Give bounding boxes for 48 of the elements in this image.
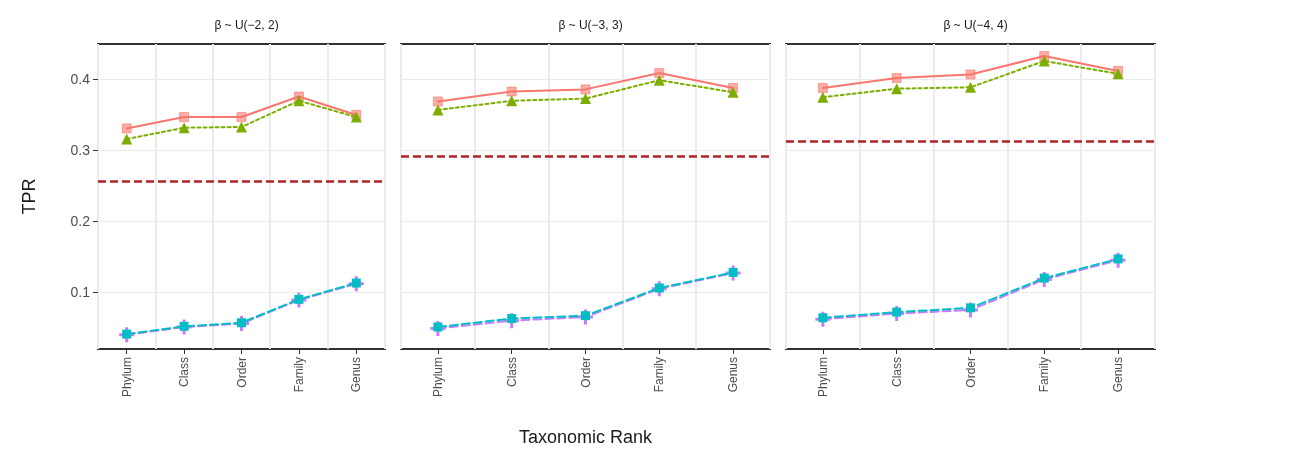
x-tick-label: Phylum bbox=[430, 357, 445, 398]
point bbox=[580, 84, 591, 95]
point bbox=[654, 68, 665, 79]
x-tick-label: Class bbox=[889, 357, 904, 388]
point bbox=[727, 86, 739, 98]
point bbox=[432, 104, 444, 116]
point bbox=[580, 93, 591, 105]
x-tick-label: Genus bbox=[1111, 357, 1126, 393]
y-axis-title: TPR bbox=[19, 178, 39, 215]
point bbox=[121, 123, 132, 134]
x-tick-label: Class bbox=[504, 357, 519, 388]
point bbox=[506, 86, 517, 97]
point bbox=[179, 112, 190, 123]
point bbox=[236, 121, 247, 133]
x-tick-label: Order bbox=[234, 357, 249, 388]
x-tick-label: Family bbox=[652, 357, 667, 393]
point bbox=[1112, 68, 1124, 80]
x-tick-label: Family bbox=[1037, 357, 1052, 393]
point bbox=[965, 81, 976, 93]
point bbox=[432, 96, 443, 107]
point bbox=[293, 95, 305, 107]
x-tick-label: Order bbox=[578, 357, 593, 388]
x-tick-label: Genus bbox=[726, 357, 741, 393]
y-tick-label: 0.1 bbox=[70, 284, 91, 301]
x-tick-label: Genus bbox=[349, 357, 364, 393]
x-tick-label: Phylum bbox=[815, 357, 830, 398]
x-axis-title: Taxonomic Rank bbox=[517, 427, 654, 448]
chart-title: β ~ U(−3, 3) bbox=[558, 18, 623, 32]
point bbox=[178, 122, 190, 134]
point bbox=[506, 95, 518, 107]
x-tick-label: Phylum bbox=[119, 357, 134, 398]
point bbox=[965, 69, 976, 80]
y-tick-label: 0.3 bbox=[70, 142, 91, 159]
x-tick-label: Order bbox=[963, 357, 978, 388]
x-tick-label: Family bbox=[291, 357, 306, 393]
point bbox=[891, 73, 902, 84]
chart-title: β ~ U(−4, 4) bbox=[943, 18, 1008, 32]
point bbox=[891, 83, 903, 95]
point bbox=[236, 112, 247, 123]
point bbox=[121, 133, 133, 145]
y-tick-label: 0.4 bbox=[70, 71, 91, 88]
chart-title: β ~ U(−2, 2) bbox=[214, 18, 279, 32]
y-tick-label: 0.2 bbox=[70, 213, 91, 230]
point bbox=[817, 91, 829, 103]
point bbox=[1038, 55, 1050, 67]
point bbox=[653, 74, 665, 86]
x-tick-label: Class bbox=[177, 357, 192, 388]
point bbox=[817, 82, 828, 93]
